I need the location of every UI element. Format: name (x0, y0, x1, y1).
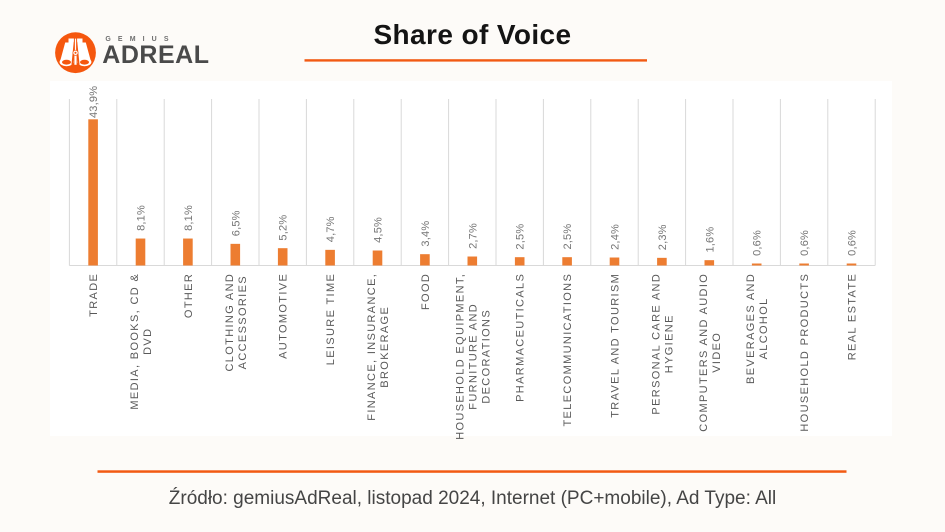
svg-text:8,1%: 8,1% (136, 205, 148, 231)
svg-text:VIDEO: VIDEO (711, 332, 723, 373)
svg-text:FURNITURE AND: FURNITURE AND (467, 303, 479, 410)
svg-text:HYGIENE: HYGIENE (663, 314, 675, 373)
svg-text:MEDIA, BOOKS, CD &: MEDIA, BOOKS, CD & (129, 273, 141, 410)
svg-text:REAL ESTATE: REAL ESTATE (847, 273, 859, 360)
svg-text:PHARMACEUTICALS: PHARMACEUTICALS (515, 273, 527, 402)
svg-text:OTHER: OTHER (183, 273, 195, 318)
svg-text:BROKERAGE: BROKERAGE (379, 306, 391, 388)
svg-text:FINANCE, INSURANCE,: FINANCE, INSURANCE, (366, 273, 378, 421)
svg-text:ACCESSORIES: ACCESSORIES (237, 275, 249, 369)
svg-text:CLOTHING AND: CLOTHING AND (224, 273, 236, 372)
svg-text:DVD: DVD (142, 328, 154, 355)
svg-text:2,7%: 2,7% (467, 223, 479, 249)
svg-text:4,5%: 4,5% (373, 217, 385, 243)
svg-text:BEVERAGES AND: BEVERAGES AND (745, 273, 757, 384)
svg-text:8,1%: 8,1% (183, 205, 195, 231)
svg-text:43,9%: 43,9% (88, 86, 100, 118)
svg-text:0,6%: 0,6% (799, 230, 811, 256)
svg-text:Share of Voice: Share of Voice (373, 19, 571, 50)
svg-text:COMPUTERS AND AUDIO: COMPUTERS AND AUDIO (698, 273, 710, 432)
svg-text:3,4%: 3,4% (420, 221, 432, 247)
svg-text:HOUSEHOLD PRODUCTS: HOUSEHOLD PRODUCTS (799, 273, 811, 432)
svg-text:2,5%: 2,5% (515, 224, 527, 250)
svg-text:Źródło: gemiusAdReal, listopad: Źródło: gemiusAdReal, listopad 2024, Int… (169, 488, 776, 509)
svg-text:DECORATIONS: DECORATIONS (480, 309, 492, 404)
svg-text:0,6%: 0,6% (847, 230, 859, 256)
svg-text:2,4%: 2,4% (610, 224, 622, 250)
svg-text:ALCOHOL: ALCOHOL (758, 297, 770, 359)
svg-text:4,7%: 4,7% (325, 216, 337, 242)
svg-text:HOUSEHOLD EQUIPMENT,: HOUSEHOLD EQUIPMENT, (454, 273, 466, 440)
svg-text:1,6%: 1,6% (704, 227, 716, 253)
svg-text:TELECOMMUNICATIONS: TELECOMMUNICATIONS (562, 273, 574, 427)
svg-text:2,3%: 2,3% (657, 224, 669, 250)
svg-text:2,5%: 2,5% (562, 224, 574, 250)
svg-text:GEMIUS: GEMIUS (105, 36, 175, 43)
svg-text:0,6%: 0,6% (752, 230, 764, 256)
svg-text:TRAVEL AND TOURISM: TRAVEL AND TOURISM (610, 273, 622, 418)
svg-text:TRADE: TRADE (88, 273, 100, 317)
svg-text:PERSONAL CARE AND: PERSONAL CARE AND (650, 273, 662, 415)
svg-text:FOOD: FOOD (420, 273, 432, 310)
svg-text:AUTOMOTIVE: AUTOMOTIVE (278, 273, 290, 359)
svg-text:6,5%: 6,5% (230, 210, 242, 236)
svg-text:LEISURE TIME: LEISURE TIME (325, 273, 337, 365)
svg-text:5,2%: 5,2% (278, 215, 290, 241)
svg-text:ADREAL: ADREAL (102, 41, 209, 69)
